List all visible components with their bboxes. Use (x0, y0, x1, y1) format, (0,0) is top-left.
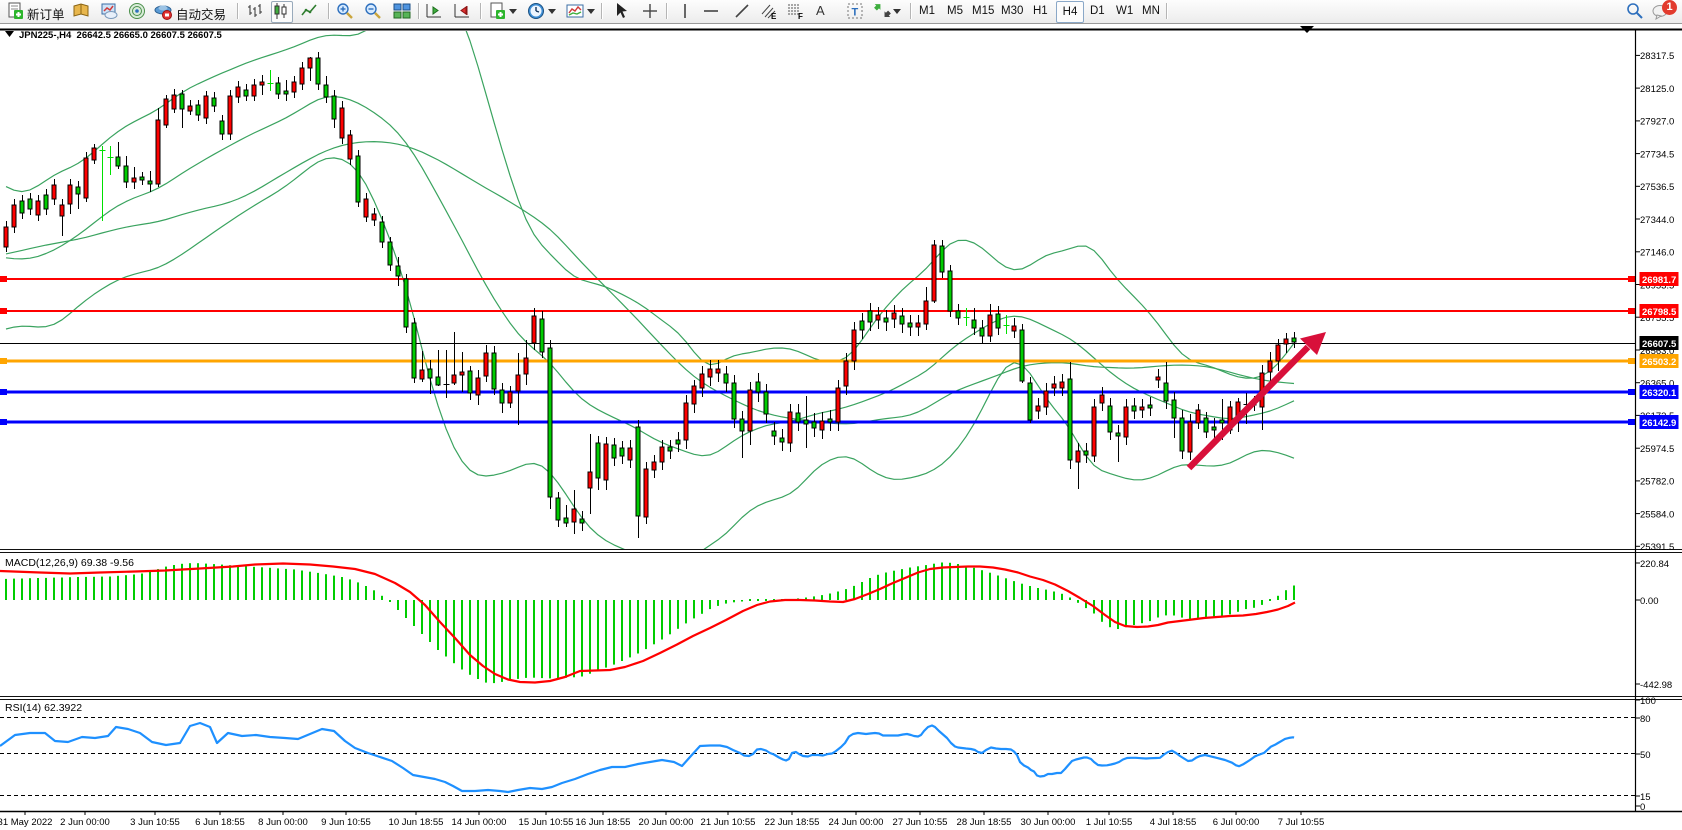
svg-text:80: 80 (1640, 714, 1651, 725)
svg-text:JPN225-,H4 26642.5 26665.0 26: JPN225-,H4 26642.5 26665.0 26607.5 26607… (19, 30, 223, 41)
svg-text:25584.0: 25584.0 (1640, 509, 1674, 520)
svg-text:T: T (852, 7, 859, 19)
svg-text:14 Jun 00:00: 14 Jun 00:00 (452, 817, 507, 828)
svg-text:26142.9: 26142.9 (1642, 418, 1676, 429)
svg-text:31 May 2022: 31 May 2022 (0, 817, 52, 828)
svg-text:27344.0: 27344.0 (1640, 215, 1674, 226)
svg-text:15: 15 (1640, 792, 1651, 803)
svg-text:28317.5: 28317.5 (1640, 51, 1674, 62)
svg-text:0.00: 0.00 (1640, 596, 1659, 607)
svg-text:26503.2: 26503.2 (1642, 357, 1676, 368)
svg-text:21 Jun 10:55: 21 Jun 10:55 (701, 817, 756, 828)
svg-text:6 Jul 00:00: 6 Jul 00:00 (1213, 817, 1259, 828)
svg-text:24 Jun 00:00: 24 Jun 00:00 (829, 817, 884, 828)
svg-text:10 Jun 18:55: 10 Jun 18:55 (389, 817, 444, 828)
svg-text:26563.0: 26563.0 (1640, 346, 1674, 357)
svg-text:30 Jun 00:00: 30 Jun 00:00 (1021, 817, 1076, 828)
svg-text:22 Jun 18:55: 22 Jun 18:55 (765, 817, 820, 828)
svg-text:26320.1: 26320.1 (1642, 388, 1677, 399)
svg-text:25391.5: 25391.5 (1640, 542, 1674, 553)
svg-text:27536.5: 27536.5 (1640, 182, 1674, 193)
svg-text:26607.5: 26607.5 (1642, 339, 1677, 350)
svg-text:27146.0: 27146.0 (1640, 248, 1674, 259)
svg-text:50: 50 (1640, 750, 1651, 761)
svg-text:6 Jun 18:55: 6 Jun 18:55 (195, 817, 245, 828)
svg-text:4 Jul 18:55: 4 Jul 18:55 (1150, 817, 1196, 828)
svg-text:7 Jul 10:55: 7 Jul 10:55 (1278, 817, 1324, 828)
svg-text:-442.98: -442.98 (1640, 680, 1672, 691)
svg-text:27 Jun 10:55: 27 Jun 10:55 (893, 817, 948, 828)
svg-text:26798.5: 26798.5 (1642, 307, 1677, 318)
svg-text:0: 0 (1640, 802, 1645, 813)
svg-text:F: F (798, 12, 803, 20)
svg-text:20 Jun 00:00: 20 Jun 00:00 (639, 817, 694, 828)
svg-text:28 Jun 18:55: 28 Jun 18:55 (957, 817, 1012, 828)
svg-text:3 Jun 10:55: 3 Jun 10:55 (130, 817, 180, 828)
svg-text:9 Jun 10:55: 9 Jun 10:55 (321, 817, 371, 828)
svg-text:8 Jun 00:00: 8 Jun 00:00 (258, 817, 308, 828)
svg-text:26365.0: 26365.0 (1640, 379, 1674, 390)
svg-text:27927.0: 27927.0 (1640, 117, 1674, 128)
svg-text:16 Jun 18:55: 16 Jun 18:55 (576, 817, 631, 828)
svg-text:26981.7: 26981.7 (1642, 275, 1676, 286)
svg-text:RSI(14) 62.3922: RSI(14) 62.3922 (5, 702, 82, 714)
svg-text:27734.5: 27734.5 (1640, 149, 1674, 160)
svg-text:1 Jul 10:55: 1 Jul 10:55 (1086, 817, 1132, 828)
svg-text:100: 100 (1640, 696, 1656, 707)
svg-text:220.84: 220.84 (1640, 559, 1669, 570)
svg-text:MACD(12,26,9) 69.38 -9.56: MACD(12,26,9) 69.38 -9.56 (5, 557, 134, 569)
svg-text:15 Jun 10:55: 15 Jun 10:55 (519, 817, 574, 828)
svg-text:26755.5: 26755.5 (1640, 313, 1674, 324)
svg-text:28125.0: 28125.0 (1640, 84, 1674, 95)
svg-text:25974.5: 25974.5 (1640, 444, 1674, 455)
svg-text:E: E (771, 12, 777, 20)
svg-text:2 Jun 00:00: 2 Jun 00:00 (60, 817, 110, 828)
svg-text:25782.0: 25782.0 (1640, 477, 1674, 488)
